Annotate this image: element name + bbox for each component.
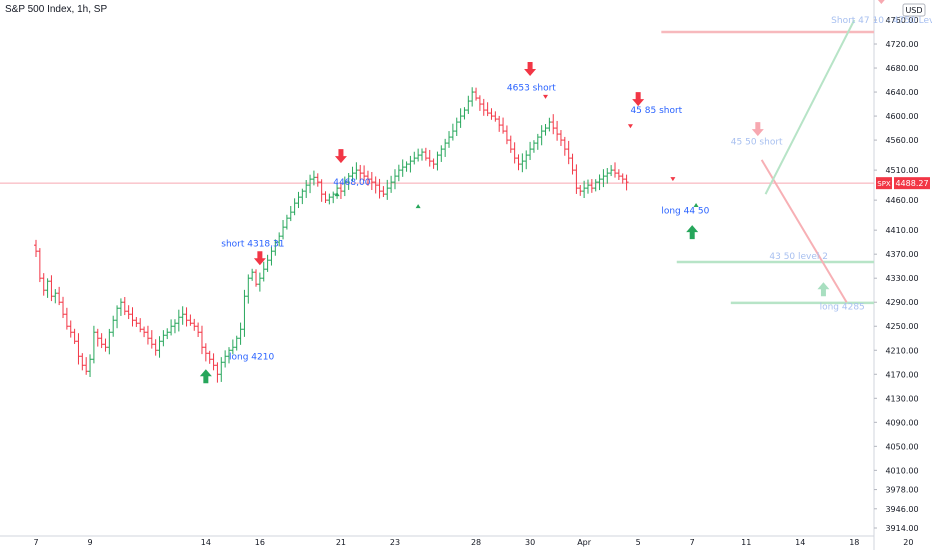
trend-line[interactable]	[764, 19, 856, 195]
sell-arrow-icon[interactable]	[524, 62, 537, 77]
price-tick-label: 4050.00	[885, 442, 918, 451]
currency-badge[interactable]	[902, 3, 926, 17]
price-tick-label: 4460.00	[885, 196, 918, 205]
signal-triangle	[627, 124, 633, 129]
price-tick-label: 4370.00	[885, 250, 918, 259]
trend-line[interactable]	[760, 159, 848, 303]
annotation-label: long 4210	[229, 352, 274, 362]
price-tick-label: 4130.00	[885, 394, 918, 403]
price-tick-label: 4560.00	[885, 136, 918, 145]
annotation-label: 43 50 level 2	[769, 252, 828, 262]
buy-arrow-icon[interactable]	[686, 225, 699, 240]
signal-triangle	[670, 177, 676, 182]
time-tick-label: 16	[255, 538, 265, 547]
buy-arrow-icon[interactable]	[199, 369, 212, 384]
buy-arrow-icon[interactable]	[817, 282, 830, 297]
price-tick-label: 4640.00	[885, 88, 918, 97]
time-tick-label: 11	[741, 538, 751, 547]
time-tick-label: 18	[849, 538, 859, 547]
price-tick-label: 4170.00	[885, 370, 918, 379]
time-tick-label: 30	[525, 538, 535, 547]
sell-arrow-icon[interactable]	[751, 122, 764, 137]
sell-arrow-icon[interactable]	[253, 251, 266, 266]
price-tick-label: 4510.00	[885, 166, 918, 175]
symbol-label: SPX	[877, 180, 891, 188]
annotation-label: Short 47 10 - 4750 Level	[831, 16, 932, 26]
time-tick-label: 9	[87, 538, 92, 547]
price-tick-label: 3978.00	[885, 486, 918, 495]
sell-arrow-icon[interactable]	[334, 149, 347, 164]
price-tick-label: 4600.00	[885, 112, 918, 121]
price-tick-label: 4760.00	[885, 16, 918, 25]
time-tick-label: 28	[471, 538, 481, 547]
time-tick-label: 23	[390, 538, 400, 547]
time-tick-label: 21	[336, 538, 346, 547]
price-tick-label: 3946.00	[885, 505, 918, 514]
price-tick-label: 4410.00	[885, 226, 918, 235]
price-tick-label: 4210.00	[885, 346, 918, 355]
annotation-label: long 4285	[820, 302, 865, 312]
price-tick-label: 4680.00	[885, 64, 918, 73]
chart-title: S&P 500 Index, 1h, SP	[5, 4, 108, 15]
price-tick-label: 4720.00	[885, 40, 918, 49]
price-axis-panel[interactable]	[874, 0, 932, 550]
sell-arrow-icon[interactable]	[875, 0, 887, 4]
signal-triangle	[693, 202, 699, 207]
current-price-badge	[894, 177, 930, 190]
annotation-label: short 4318,31	[221, 239, 284, 249]
time-tick-label: 5	[636, 538, 641, 547]
annotation-label: 45 50 short	[731, 137, 783, 147]
sell-arrow-icon[interactable]	[632, 92, 645, 107]
price-tick-label: 4290.00	[885, 298, 918, 307]
annotation-label: 45 85 short	[630, 106, 682, 116]
price-tick-label: 3914.00	[885, 524, 918, 533]
signal-triangle	[334, 192, 340, 197]
annotation-label: long 44 50	[661, 206, 709, 216]
signal-triangle	[415, 204, 421, 209]
price-tick-label: 4010.00	[885, 466, 918, 475]
time-tick-label: 14	[795, 538, 805, 547]
price-tick-label: 4330.00	[885, 274, 918, 283]
time-tick-label: 14	[201, 538, 211, 547]
time-tick-label: 7	[690, 538, 695, 547]
time-tick-label: Apr	[577, 538, 592, 547]
annotation-label: 4468,00	[333, 178, 370, 188]
annotation-label: 4653 short	[507, 83, 556, 93]
time-tick-label: 20	[903, 538, 913, 547]
time-tick-label: 7	[33, 538, 38, 547]
signal-triangle	[543, 94, 549, 99]
current-price-label: 4488.27	[895, 179, 928, 188]
symbol-badge	[876, 177, 892, 190]
price-tick-label: 4250.00	[885, 322, 918, 331]
price-tick-label: 4090.00	[885, 418, 918, 427]
currency-label: USD	[905, 6, 922, 15]
